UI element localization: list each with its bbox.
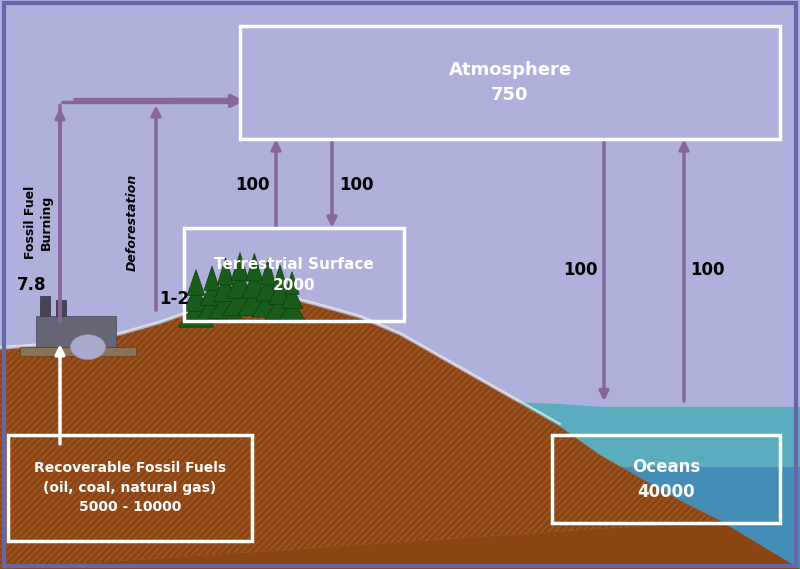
Text: Atmosphere
750: Atmosphere 750 xyxy=(449,61,571,104)
FancyArrowPatch shape xyxy=(328,139,336,224)
Polygon shape xyxy=(265,295,295,320)
FancyArrowPatch shape xyxy=(680,143,688,401)
FancyArrowPatch shape xyxy=(600,139,608,397)
Polygon shape xyxy=(209,291,242,319)
Polygon shape xyxy=(480,402,800,569)
Polygon shape xyxy=(246,253,262,281)
Polygon shape xyxy=(269,280,291,304)
Polygon shape xyxy=(187,270,205,295)
Polygon shape xyxy=(213,275,238,302)
Text: 1-2: 1-2 xyxy=(159,290,190,308)
Text: Fossil Fuel
Burning: Fossil Fuel Burning xyxy=(24,185,53,258)
Bar xyxy=(20,347,136,356)
Polygon shape xyxy=(204,266,220,290)
Bar xyxy=(40,296,50,316)
Circle shape xyxy=(70,335,106,360)
Text: 100: 100 xyxy=(690,261,725,279)
Polygon shape xyxy=(252,291,284,317)
Polygon shape xyxy=(285,272,299,294)
Text: Oceans
40000: Oceans 40000 xyxy=(632,458,700,501)
Text: Recoverable Fossil Fuels
(oil, coal, natural gas)
5000 - 10000: Recoverable Fossil Fuels (oil, coal, nat… xyxy=(34,461,226,514)
Text: 7.8: 7.8 xyxy=(18,275,46,294)
FancyArrowPatch shape xyxy=(56,348,64,444)
Text: Terrestrial Surface
2000: Terrestrial Surface 2000 xyxy=(214,257,374,292)
Polygon shape xyxy=(231,253,249,281)
FancyArrowPatch shape xyxy=(56,112,64,321)
Polygon shape xyxy=(182,286,210,311)
Text: 100: 100 xyxy=(338,176,374,194)
Polygon shape xyxy=(282,286,302,308)
Bar xyxy=(36,316,116,347)
FancyArrowPatch shape xyxy=(272,143,280,228)
Polygon shape xyxy=(278,300,306,322)
Polygon shape xyxy=(242,271,267,298)
Polygon shape xyxy=(260,259,276,285)
Polygon shape xyxy=(222,288,258,316)
Polygon shape xyxy=(200,281,224,306)
Polygon shape xyxy=(0,296,800,569)
FancyArrowPatch shape xyxy=(152,109,160,310)
Bar xyxy=(56,300,66,316)
Text: Deforestation: Deforestation xyxy=(126,174,138,270)
Polygon shape xyxy=(196,296,228,321)
Polygon shape xyxy=(178,302,214,327)
Polygon shape xyxy=(227,270,253,298)
Text: 100: 100 xyxy=(235,176,270,194)
Text: 100: 100 xyxy=(563,261,598,279)
Polygon shape xyxy=(256,275,280,301)
Polygon shape xyxy=(480,467,800,569)
Polygon shape xyxy=(272,265,288,289)
Polygon shape xyxy=(238,288,271,315)
Polygon shape xyxy=(217,258,234,285)
